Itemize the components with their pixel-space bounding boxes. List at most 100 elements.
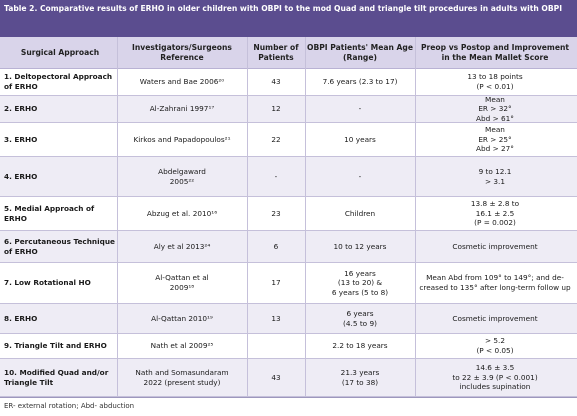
cell-line: 6 years	[346, 308, 374, 318]
row-mean-age: -	[306, 96, 414, 122]
row-mean-age: 7.6 years (2.3 to 17)	[306, 68, 414, 95]
column-divider	[117, 37, 118, 398]
cell-line: 14.6 ± 3.5	[475, 363, 515, 373]
row-mean-age: 16 years (13 to 20) & 6 years (5 to 8)	[306, 263, 414, 303]
row-investigators: Al-Qattan 2010¹⁹	[118, 304, 246, 333]
cell-line: > 5.2	[484, 336, 506, 346]
cell-line: 6. Percutaneous Technique	[4, 236, 115, 246]
cell-line: 16 years	[344, 268, 376, 278]
cell-line: Cosmetic improvement	[452, 241, 538, 251]
cell-line: Al-Qattan 2010¹⁹	[151, 313, 213, 323]
row-surgical-approach: 4. ERHO	[4, 157, 116, 196]
row-number-of-patients: 43	[248, 359, 304, 396]
row-investigators: Abdelgaward 2005²²	[118, 157, 246, 196]
cell-line: 13 to 18 points	[467, 71, 523, 81]
cell-line: -	[274, 171, 278, 181]
row-mean-age: 2.2 to 18 years	[306, 334, 414, 358]
row-mean-age: Children	[306, 197, 414, 230]
table-row: 4. ERHO Abdelgaward 2005²² - - 9 to 12.1 > 3.1	[0, 157, 577, 197]
row-number-of-patients	[248, 334, 304, 358]
row-investigators: Aly et al 2013²⁴	[118, 231, 246, 262]
cell-line: -	[358, 171, 362, 181]
cell-line: Kirkos and Papadopoulos²¹	[133, 134, 231, 144]
header-mallet-score: Preop vs Postop and Improvement in the M…	[420, 42, 570, 62]
table-row: 1. Deltopectoral Approach of ERHO Waters a…	[0, 68, 577, 96]
cell-line: Mean	[485, 125, 505, 135]
cell-line: Al-Qattan et al	[155, 273, 209, 283]
row-mean-age: 6 years (4.5 to 9)	[306, 304, 414, 333]
cell-line: 1. Deltopectoral Approach	[4, 71, 113, 81]
row-mallet-result: 13.8 ± 2.8 to 16.1 ± 2.5 (P = 0.002)	[416, 197, 574, 230]
row-surgical-approach: 9. Triangle Tilt and ERHO	[4, 334, 116, 358]
cell-line: 7.6 years (2.3 to 17)	[322, 76, 398, 86]
cell-line: 23	[271, 208, 281, 218]
row-mean-age: 21.3 years (17 to 38)	[306, 359, 414, 396]
cell-line: Waters and Bae 2006²⁰	[139, 76, 225, 86]
cell-line: Abdelgaward	[158, 166, 206, 176]
cell-line: 21.3 years	[340, 367, 380, 377]
table-row: 8. ERHO Al-Qattan 2010¹⁹ 13 6 years (4.5 to …	[0, 304, 577, 334]
row-investigators: Abzug et al. 2010¹⁶	[118, 197, 246, 230]
row-number-of-patients: 23	[248, 197, 304, 230]
cell-line: > 3.1	[484, 176, 506, 186]
cell-line: 13	[271, 313, 281, 323]
cell-line: Children	[344, 208, 376, 218]
row-mean-age: 10 to 12 years	[306, 231, 414, 262]
table-bottom-rule	[0, 397, 577, 398]
row-number-of-patients: 22	[248, 123, 304, 156]
cell-line: ER > 32°	[478, 104, 512, 114]
table-header: Surgical Approach Investigators/Surgeons…	[0, 37, 577, 69]
cell-line: 6 years (5 to 8)	[331, 287, 389, 297]
cell-line: 2005²²	[169, 176, 195, 186]
header-number-of-patients: Number of Patients	[253, 42, 299, 62]
table-row: 7. Low Rotational HO Al-Qattan et al 2009¹…	[0, 263, 577, 304]
row-surgical-approach: 5. Medial Approach of ERHO	[4, 197, 116, 230]
cell-line: 2. ERHO	[4, 104, 38, 114]
row-mallet-result: 13 to 18 points (P < 0.01)	[416, 68, 574, 95]
row-investigators: Al-Zahrani 1997¹⁷	[118, 96, 246, 122]
cell-line: 17	[271, 278, 281, 288]
row-mallet-result: Mean ER > 32° Abd > 61°	[416, 94, 574, 123]
cell-line: Nath et al 2009²⁵	[150, 341, 214, 351]
cell-line: (P < 0.05)	[476, 346, 514, 355]
row-number-of-patients: 12	[248, 96, 304, 122]
row-number-of-patients: -	[248, 157, 304, 196]
cell-line: 2.2 to 18 years	[332, 341, 388, 351]
row-surgical-approach: 2. ERHO	[4, 96, 116, 122]
cell-line: Mean	[485, 94, 505, 104]
row-investigators: Kirkos and Papadopoulos²¹	[118, 123, 246, 156]
cell-line: includes supination	[459, 382, 531, 392]
table-row: 10. Modified Quad and/or Triangle Tilt Nat…	[0, 359, 577, 397]
table-caption-label: Table 2.	[4, 4, 38, 13]
column-divider	[247, 37, 248, 398]
row-mallet-result: Mean Abd from 109° to 149°; and de-creas…	[416, 263, 574, 303]
table-caption: Table 2. Comparative results of ERHO in …	[0, 0, 577, 37]
column-divider	[415, 37, 416, 398]
row-surgical-approach: 6. Percutaneous Technique of ERHO	[4, 231, 116, 262]
cell-line: (13 to 20) &	[337, 278, 383, 288]
table-row: 9. Triangle Tilt and ERHO Nath et al 2009…	[0, 334, 577, 359]
cell-line: creased to 135° after long-term follow u…	[419, 283, 571, 292]
cell-line: 10 to 12 years	[333, 241, 387, 251]
header-mean-age: OBPI Patients' Mean Age (Range)	[306, 42, 414, 62]
table-row: 5. Medial Approach of ERHO Abzug et al. 20…	[0, 197, 577, 231]
cell-line: 6	[273, 241, 279, 251]
row-mallet-result: Mean ER > 25° Abd > 27°	[416, 123, 574, 156]
cell-line: (P = 0.002)	[474, 218, 516, 228]
cell-line: 43	[271, 76, 281, 86]
row-surgical-approach: 10. Modified Quad and/or Triangle Tilt	[4, 359, 116, 396]
cell-line: 2009¹⁸	[169, 283, 195, 292]
row-investigators: Al-Qattan et al 2009¹⁸	[118, 263, 246, 303]
cell-line: ERHO	[4, 213, 27, 223]
row-mean-age: 10 years	[306, 123, 414, 156]
cell-line: 2022 (present study)	[143, 377, 221, 387]
cell-line: 10. Modified Quad and/or	[4, 367, 109, 377]
row-mallet-result: > 5.2 (P < 0.05)	[416, 334, 574, 358]
cell-line: Abzug et al. 2010¹⁶	[146, 208, 218, 218]
cell-line: Cosmetic improvement	[452, 313, 538, 323]
cell-line: 13.8 ± 2.8 to	[470, 199, 520, 209]
cell-line: 12	[271, 104, 281, 114]
cell-line: Abd > 27°	[476, 144, 514, 154]
table-caption-text: Comparative results of ERHO in older chi…	[39, 4, 563, 13]
row-mallet-result: Cosmetic improvement	[416, 231, 574, 262]
